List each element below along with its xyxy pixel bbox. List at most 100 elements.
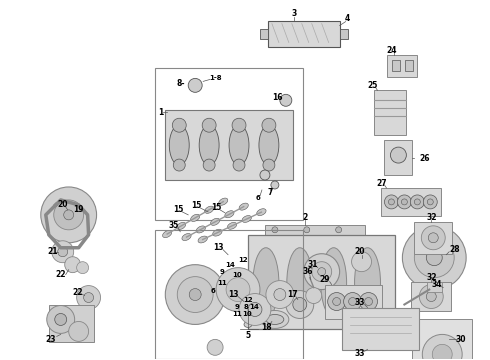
Ellipse shape [182,234,191,240]
Text: 5: 5 [245,331,250,340]
Text: 9: 9 [235,303,240,310]
Text: 22: 22 [55,270,66,279]
Text: 15: 15 [173,206,183,215]
Text: 10: 10 [232,272,242,278]
Circle shape [304,227,310,233]
Bar [385,140,413,175]
Text: 11: 11 [232,311,242,318]
Text: 6: 6 [256,195,260,201]
Ellipse shape [173,159,185,171]
Ellipse shape [232,118,246,132]
Circle shape [365,298,372,306]
Ellipse shape [233,159,245,171]
Bar [342,307,419,350]
Text: 8: 8 [244,303,248,310]
Ellipse shape [321,248,346,318]
Text: 14: 14 [249,303,259,310]
Circle shape [385,195,398,209]
Bar [405,60,414,71]
Ellipse shape [213,229,222,236]
Text: 18: 18 [262,323,272,332]
Bar [340,28,347,39]
Text: 15: 15 [211,203,221,212]
Bar [325,285,383,319]
Circle shape [226,278,250,302]
Text: 21: 21 [48,247,58,256]
Text: 17: 17 [288,290,298,299]
Circle shape [216,268,260,311]
Circle shape [64,210,74,220]
Text: 6: 6 [211,288,216,293]
Text: 36: 36 [302,267,313,276]
Text: 11: 11 [217,280,227,285]
Ellipse shape [211,218,220,225]
Ellipse shape [199,125,219,165]
Circle shape [304,254,340,289]
Text: 12: 12 [243,297,253,302]
Text: 14: 14 [225,262,235,268]
Bar [260,28,268,39]
Circle shape [188,78,202,92]
Ellipse shape [261,310,289,328]
Text: 9: 9 [220,269,224,275]
Text: 32: 32 [426,273,437,282]
Circle shape [41,187,97,243]
Ellipse shape [202,118,216,132]
Ellipse shape [287,248,313,318]
Circle shape [47,306,74,333]
Circle shape [76,285,100,310]
Text: 28: 28 [449,245,460,254]
Text: 2: 2 [302,213,307,222]
Circle shape [333,298,341,306]
Circle shape [426,250,442,266]
Circle shape [422,334,462,360]
Circle shape [280,94,292,106]
Circle shape [306,288,322,303]
Circle shape [419,285,443,309]
Text: 13: 13 [228,290,238,299]
Ellipse shape [263,159,275,171]
Circle shape [423,195,437,209]
Circle shape [69,321,89,341]
Ellipse shape [253,248,279,318]
Text: 19: 19 [74,206,84,215]
Text: 32: 32 [426,213,437,222]
Circle shape [165,265,225,324]
Ellipse shape [259,125,279,165]
Circle shape [65,257,81,273]
Circle shape [352,252,371,272]
Ellipse shape [355,248,380,318]
Bar [49,305,94,342]
Ellipse shape [196,226,205,233]
Ellipse shape [172,118,186,132]
Text: 24: 24 [386,46,397,55]
Text: 13: 13 [213,243,223,252]
Circle shape [84,293,94,302]
Circle shape [401,199,407,205]
Text: 15: 15 [191,201,201,210]
Text: 34: 34 [432,280,442,289]
Circle shape [360,293,377,310]
Text: 1: 1 [158,108,163,117]
Ellipse shape [239,203,248,210]
Bar [268,21,340,46]
Circle shape [293,298,307,311]
Circle shape [348,298,357,306]
Circle shape [389,199,394,205]
Circle shape [271,181,279,189]
Text: 31: 31 [308,260,318,269]
Circle shape [266,280,294,309]
Text: 25: 25 [368,81,378,90]
Circle shape [336,227,342,233]
Ellipse shape [428,227,440,237]
Ellipse shape [225,211,234,218]
Circle shape [54,200,84,230]
Text: 12: 12 [238,257,248,263]
Text: 7: 7 [267,188,272,197]
Circle shape [415,238,454,278]
Circle shape [428,233,438,243]
Circle shape [76,262,89,274]
Ellipse shape [176,222,186,230]
Bar [165,110,293,180]
Circle shape [410,195,424,209]
